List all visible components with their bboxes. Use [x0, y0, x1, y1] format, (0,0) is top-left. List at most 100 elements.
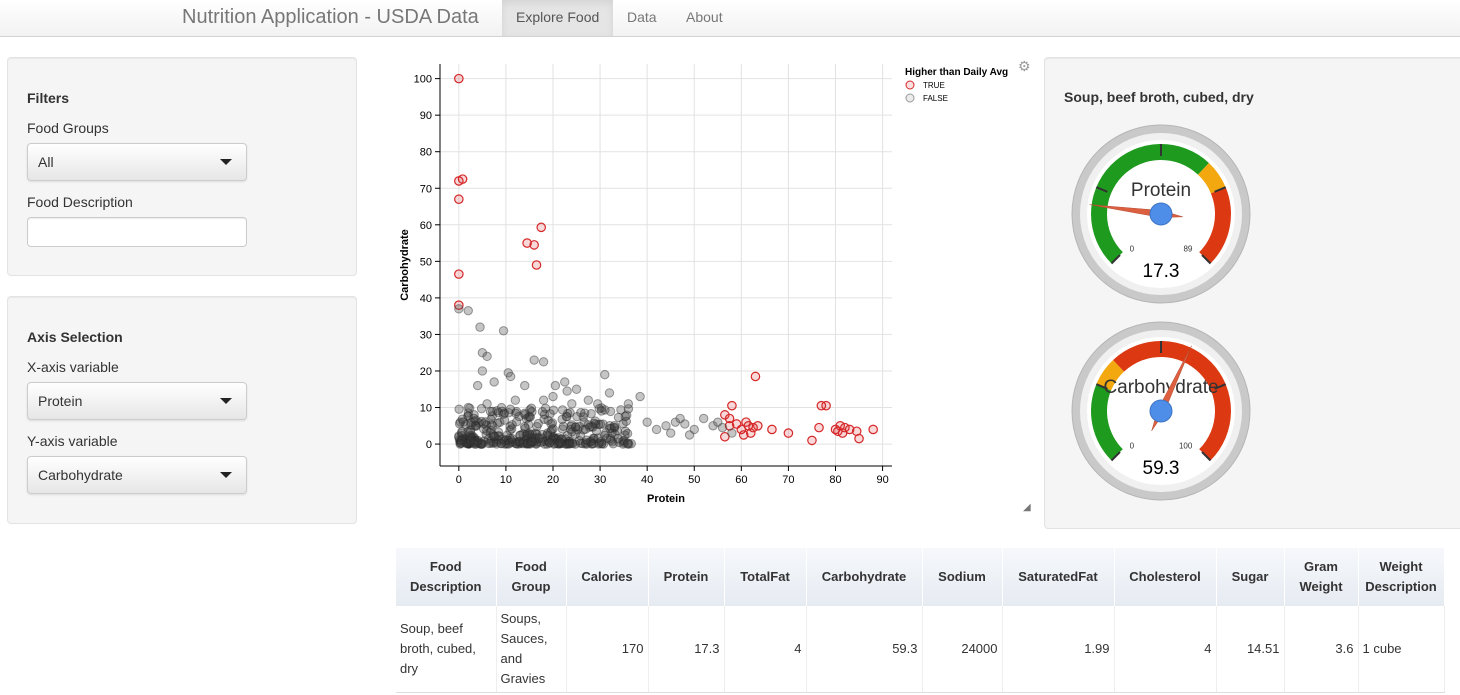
point-false: [567, 420, 577, 430]
cell-totalfat: 4: [724, 606, 807, 693]
point-false: [469, 410, 479, 420]
point-false: [493, 435, 504, 445]
point-false: [570, 429, 580, 439]
food-description-input[interactable]: [27, 217, 247, 247]
point-false: [575, 431, 586, 441]
point-false: [521, 434, 532, 445]
point-false: [525, 405, 535, 415]
point-false: [622, 439, 633, 449]
food-groups-select[interactable]: All: [27, 143, 247, 181]
col-gram-weight[interactable]: Gram Weight: [1284, 548, 1359, 606]
col-food-group[interactable]: Food Group: [496, 548, 567, 606]
point-false: [491, 439, 502, 449]
point-false: [515, 430, 525, 441]
point-false: [520, 408, 530, 419]
point-false: [457, 414, 468, 424]
point-false: [463, 305, 473, 316]
point-false: [465, 431, 475, 441]
point-false: [580, 408, 590, 418]
point-false: [582, 439, 592, 449]
gear-icon[interactable]: ⚙: [1018, 58, 1031, 74]
gauge-label: Protein: [1131, 180, 1191, 201]
point-false: [465, 427, 476, 437]
point-false: [564, 436, 575, 446]
point-false: [512, 437, 523, 447]
col-food-description[interactable]: Food Description: [396, 548, 497, 606]
point-true: [753, 420, 763, 431]
point-true: [454, 300, 464, 310]
x-axis-select[interactable]: Protein: [27, 382, 247, 420]
point-false: [530, 433, 541, 444]
point-false: [463, 438, 474, 449]
point-false: [455, 436, 466, 446]
point-false: [499, 415, 510, 425]
point-true: [536, 222, 547, 233]
point-false: [527, 432, 537, 443]
col-weight-description[interactable]: Weight Description: [1358, 548, 1445, 606]
point-false: [543, 415, 553, 425]
point-false: [586, 409, 596, 419]
point-false: [523, 412, 534, 422]
table-row[interactable]: Soup, beef broth, cubed, dry Soups, Sauces,…: [396, 606, 1445, 693]
point-false: [470, 420, 480, 430]
point-false: [558, 421, 569, 432]
point-false: [469, 434, 480, 444]
resize-handle-icon[interactable]: ◢: [1023, 502, 1031, 513]
chevron-down-icon: [220, 159, 232, 165]
point-false: [585, 422, 595, 432]
tab-data[interactable]: Data: [627, 9, 657, 25]
col-carbohydrate[interactable]: Carbohydrate: [806, 548, 923, 606]
point-false: [490, 431, 500, 442]
gauge-major-tick: [1214, 186, 1227, 193]
point-true: [821, 400, 831, 411]
point-false: [533, 418, 543, 429]
point-false: [476, 439, 486, 449]
point-false: [579, 417, 589, 427]
point-false: [505, 437, 515, 448]
point-false: [454, 404, 464, 414]
y-axis-select[interactable]: Carbohydrate: [27, 456, 247, 494]
cell-protein: 17.3: [648, 606, 725, 693]
point-false: [511, 439, 521, 449]
point-false: [626, 438, 636, 449]
col-totalfat[interactable]: TotalFat: [724, 548, 807, 606]
point-false: [727, 428, 737, 438]
point-false: [468, 438, 479, 448]
chevron-down-icon: [220, 472, 232, 478]
point-false: [471, 421, 481, 432]
point-false: [618, 439, 628, 449]
tab-about[interactable]: About: [686, 9, 723, 25]
point-false: [598, 419, 608, 429]
point-false: [566, 421, 576, 432]
point-false: [463, 426, 473, 437]
cell-sodium: 24000: [922, 606, 1003, 693]
point-false: [598, 439, 609, 449]
point-false: [454, 419, 465, 429]
point-false: [481, 429, 491, 440]
point-false: [591, 426, 602, 436]
point-false: [604, 388, 615, 398]
col-calories[interactable]: Calories: [566, 548, 649, 606]
col-saturatedfat[interactable]: SaturatedFat: [1002, 548, 1115, 606]
point-false: [717, 422, 728, 433]
cell-weight-description: 1 cube: [1358, 606, 1445, 693]
point-false: [486, 436, 496, 446]
tab-explore-food[interactable]: Explore Food: [502, 0, 614, 36]
point-false: [595, 419, 606, 429]
point-true: [531, 260, 542, 270]
point-false: [542, 428, 553, 438]
point-false: [555, 437, 565, 447]
point-false: [621, 416, 631, 426]
scatter-chart[interactable]: 0 10 20 30 40 50 60 70 80 90 0 10 20 30 40 50 60 70 80 90 10…: [396, 56, 1016, 512]
col-protein[interactable]: Protein: [648, 548, 725, 606]
point-false: [588, 433, 599, 443]
col-cholesterol[interactable]: Cholesterol: [1114, 548, 1217, 606]
col-sodium[interactable]: Sodium: [922, 548, 1003, 606]
col-sugar[interactable]: Sugar: [1216, 548, 1285, 606]
point-false: [489, 431, 499, 441]
point-false: [635, 391, 645, 402]
app-brand[interactable]: Nutrition Application - USDA Data: [182, 6, 479, 28]
cell-gram-weight: 3.6: [1284, 606, 1359, 693]
point-false: [454, 431, 464, 441]
y-axis-selected: Carbohydrate: [38, 467, 123, 483]
